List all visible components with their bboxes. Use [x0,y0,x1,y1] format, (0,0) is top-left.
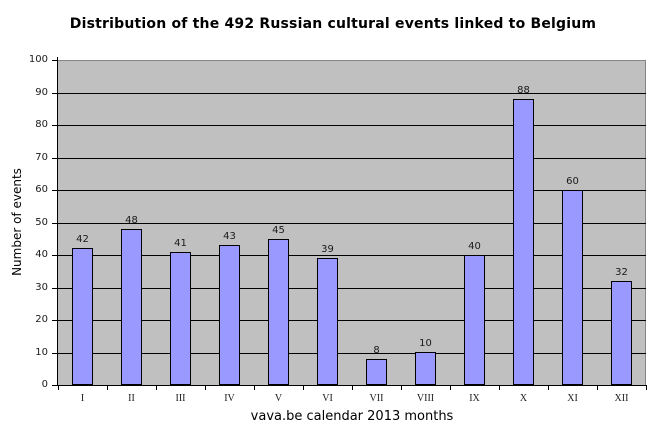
x-tick [205,386,206,390]
y-tick-label: 100 [28,54,48,65]
gridline [58,353,646,354]
bar [268,239,289,385]
y-tick [52,60,58,61]
bar [513,99,534,385]
x-axis-title: vava.be calendar 2013 months [250,409,454,424]
y-tick-label: 30 [35,282,48,293]
bar [562,190,583,385]
bar [121,229,142,385]
bar [611,281,632,385]
x-category-label: I [80,393,85,404]
x-category-label: VI [322,393,333,404]
y-axis-line [57,57,58,386]
gridline [58,93,646,94]
bar [219,245,240,385]
bar [72,248,93,385]
gridline [58,125,646,126]
bar-value-label: 32 [615,267,628,278]
x-tick [58,386,59,390]
x-category-label: XI [567,393,578,404]
y-tick [52,158,58,159]
x-tick [254,386,255,390]
gridline [58,223,646,224]
y-tick-label: 90 [35,87,48,98]
plot-border-right [645,60,646,385]
x-axis-line [57,385,647,386]
y-tick [52,385,58,386]
y-tick [52,190,58,191]
bar-value-label: 39 [321,244,334,255]
x-category-label: IV [224,393,235,404]
y-tick [52,255,58,256]
gridline [58,288,646,289]
y-tick-label: 70 [35,152,48,163]
x-category-label: VIII [416,393,435,404]
y-tick [52,93,58,94]
bar-value-label: 48 [125,215,138,226]
x-tick [499,386,500,390]
x-category-label: V [274,393,283,404]
y-tick [52,125,58,126]
y-tick-label: 40 [35,249,48,260]
x-tick [597,386,598,390]
x-tick [352,386,353,390]
y-tick [52,353,58,354]
x-category-label: IX [469,393,480,404]
plot-border-top [58,60,646,61]
y-tick-label: 80 [35,119,48,130]
bar-value-label: 88 [517,85,530,96]
bar [415,352,436,385]
bar-value-label: 43 [223,231,236,242]
y-tick-label: 0 [41,379,48,390]
x-tick [548,386,549,390]
y-tick [52,223,58,224]
y-tick-label: 60 [35,184,48,195]
x-category-label: II [128,393,135,404]
y-tick-label: 20 [35,314,48,325]
bar-value-label: 41 [174,238,187,249]
bar [317,258,338,385]
y-tick [52,320,58,321]
y-tick-label: 10 [35,347,48,358]
y-tick [52,288,58,289]
x-tick [450,386,451,390]
y-tick-label: 50 [35,217,48,228]
plot-area: 42 48 41 43 45 39 8 10 40 88 60 32 [58,60,646,385]
bar [170,252,191,385]
x-tick [401,386,402,390]
x-tick [156,386,157,390]
x-tick [646,386,647,390]
bar [366,359,387,385]
gridline [58,255,646,256]
bar [464,255,485,385]
x-category-label: X [519,393,528,404]
bar-value-label: 10 [419,338,432,349]
bar-value-label: 45 [272,225,285,236]
bar-value-label: 60 [566,176,579,187]
bar-value-label: 8 [373,345,380,356]
bar-value-label: 42 [76,234,89,245]
gridline [58,320,646,321]
gridline [58,158,646,159]
x-tick [107,386,108,390]
chart-title: Distribution of the 492 Russian cultural… [69,16,597,32]
x-category-label: XII [614,393,629,404]
x-category-label: III [175,393,186,404]
x-tick [303,386,304,390]
x-category-label: VII [369,393,384,404]
bar-value-label: 40 [468,241,481,252]
gridline [58,190,646,191]
